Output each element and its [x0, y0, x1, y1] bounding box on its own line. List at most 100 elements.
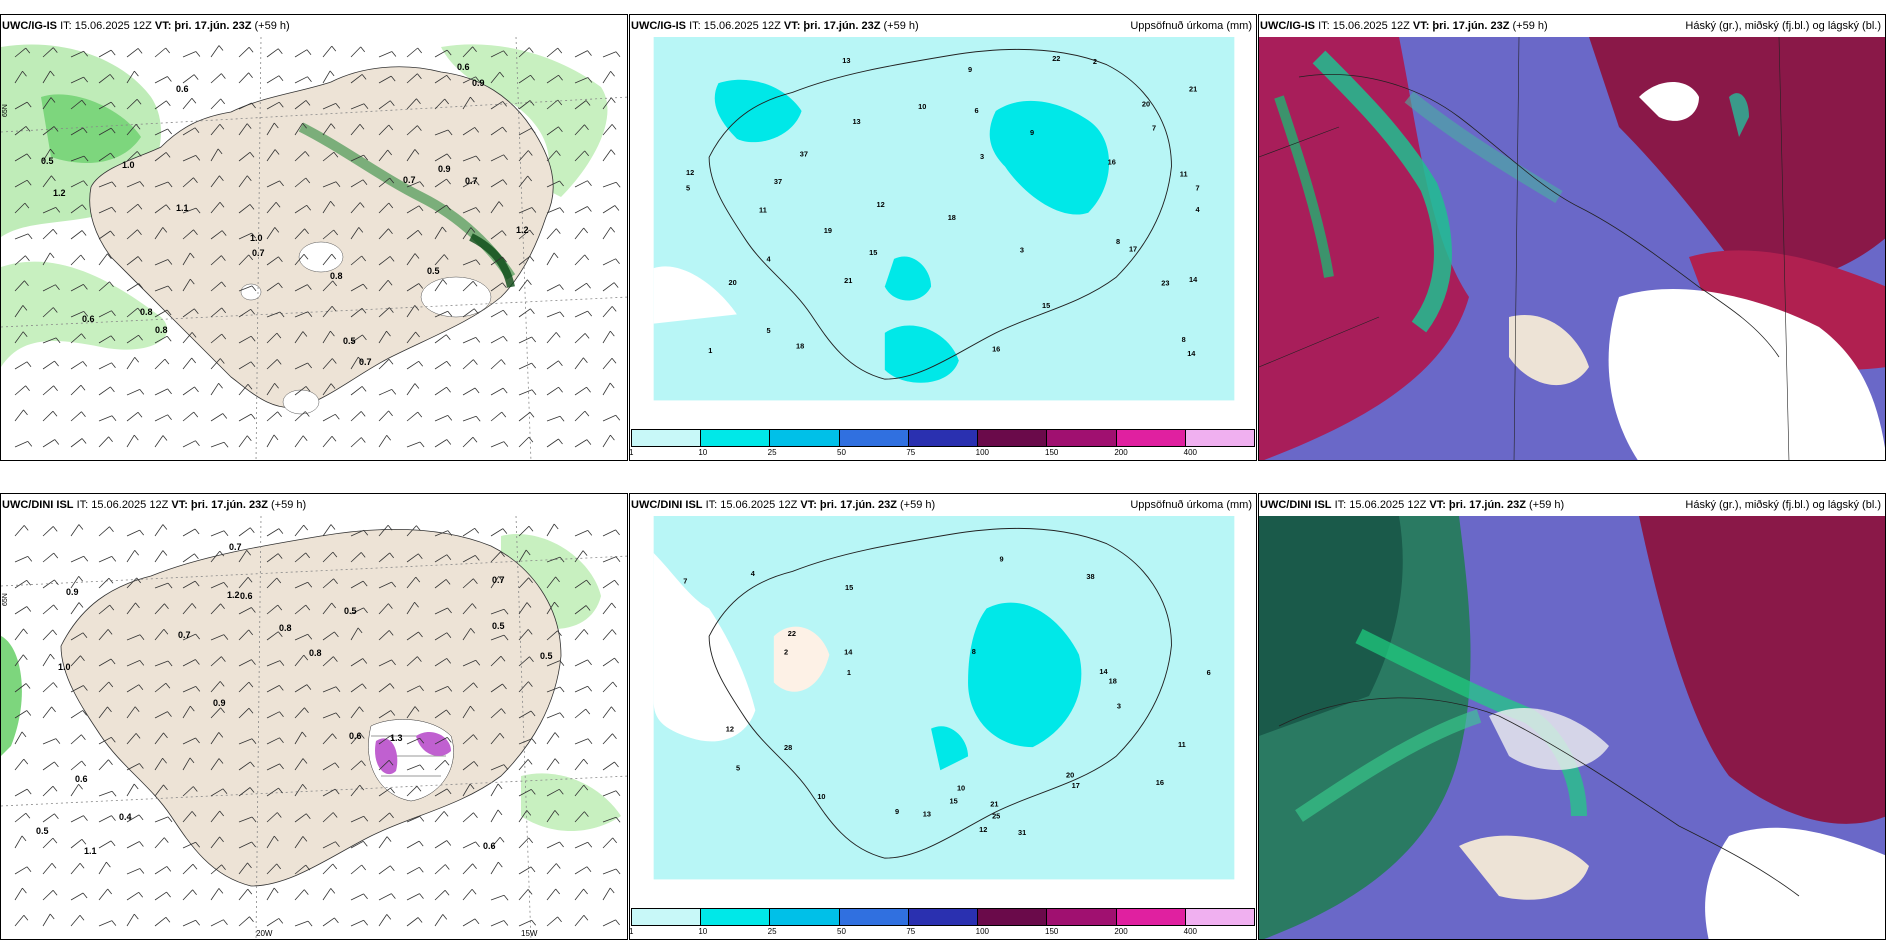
wind-barb: [574, 410, 586, 422]
wind-barb-flag: [611, 358, 617, 364]
wind-barb-flag: [615, 919, 620, 926]
wind-barb-flag: [307, 634, 313, 640]
wind-barb-flag: [51, 863, 57, 869]
wind-barb-flag: [221, 73, 226, 79]
wind-barb: [378, 389, 392, 396]
wind-barb: [294, 100, 307, 110]
wind-barb-flag: [475, 659, 481, 666]
wind-barb: [182, 528, 196, 537]
wind-barb-flag: [474, 179, 480, 186]
wind-barb: [574, 310, 588, 318]
wind-barb-flag: [583, 784, 589, 791]
wind-barb-flag: [110, 101, 116, 108]
wind-barb-flag: [249, 787, 255, 793]
wind-barb: [434, 334, 447, 344]
wind-barb: [434, 914, 444, 927]
wind-barb-flag: [50, 653, 55, 660]
wind-barb: [546, 386, 559, 396]
wind-barb-flag: [134, 70, 139, 77]
wind-barb: [518, 207, 533, 214]
wind-barb-flag: [53, 385, 58, 392]
wind-barb-flag: [583, 357, 588, 364]
wind-barb: [350, 658, 364, 667]
wind-barb: [42, 360, 55, 370]
map-value-label: 9: [999, 554, 1003, 563]
wind-barb: [462, 281, 474, 292]
wind-barb-flag: [109, 526, 114, 532]
wind-barb: [238, 738, 253, 745]
wind-barb: [434, 386, 447, 396]
lead-time: (+59 h): [254, 20, 290, 32]
valid-time-prefix: VT:: [1429, 499, 1446, 511]
wind-barb-flag: [473, 734, 478, 740]
wind-barb-flag: [223, 919, 228, 925]
wind-barb-flag: [55, 284, 60, 290]
wind-barb-flag: [251, 841, 257, 848]
wind-barb: [518, 389, 533, 396]
wind-barb: [154, 335, 168, 344]
wind-barb: [518, 549, 527, 563]
wind-barb-flag: [586, 439, 592, 445]
wind-barb-flag: [391, 659, 396, 666]
wind-barb-flag: [23, 409, 28, 416]
wind-barb: [378, 787, 391, 797]
wind-barb: [574, 866, 588, 875]
legend-swatch: [1047, 909, 1117, 925]
wind-barb: [378, 177, 391, 188]
wind-barb-flag: [221, 255, 226, 261]
wind-barb: [70, 76, 84, 84]
wind-barb-flag: [414, 253, 420, 259]
map-value-label: 18: [796, 342, 804, 351]
wind-barb-flag: [139, 634, 145, 640]
wind-barb-flag: [497, 861, 503, 868]
wind-barb-flag: [193, 308, 199, 315]
wind-barb-flag: [305, 813, 311, 819]
legend-swatch: [1185, 430, 1254, 446]
wind-barb: [378, 659, 392, 667]
panel-field-title: Háský (gr.), miðský (fj.bl.) og lágský (…: [1685, 20, 1881, 32]
wind-barb: [126, 913, 135, 927]
wind-barb: [266, 149, 276, 162]
panel-field-title: Uppsöfnuð úrkoma (mm): [1130, 20, 1252, 32]
wind-barb: [14, 654, 24, 667]
wind-barb-flag: [361, 683, 367, 690]
wind-barb-flag: [54, 439, 60, 445]
wind-barb: [42, 863, 53, 875]
wind-barb: [574, 333, 586, 344]
wind-barb: [602, 733, 613, 745]
wind-barb: [462, 308, 475, 318]
wind-barb-flag: [194, 386, 199, 393]
wind-barb-flag: [584, 333, 590, 339]
panel-wind-top: UWC/IG-IS IT: 15.06.2025 12Z VT: þri. 17…: [0, 14, 628, 461]
wind-barb-flag: [135, 124, 141, 130]
wind-barb-flag: [419, 893, 424, 899]
wind-barb-flag: [81, 839, 87, 845]
wind-barb-flag: [162, 757, 167, 764]
wind-barb: [602, 414, 616, 422]
wind-barb-flag: [165, 682, 171, 689]
wind-barb-flag: [555, 863, 561, 869]
wind-barb-flag: [247, 384, 253, 390]
map-value-label: 13: [842, 56, 850, 65]
wind-barb: [126, 151, 138, 162]
wind-barb: [378, 581, 392, 589]
wind-barb: [98, 415, 113, 422]
wind-barb: [602, 124, 613, 136]
wind-barb: [546, 788, 560, 797]
lead-time: (+59 h): [1512, 20, 1548, 32]
legend-label: 200: [1114, 448, 1128, 457]
wind-barb-flag: [558, 74, 563, 81]
wind-barb-flag: [471, 603, 477, 609]
wind-barb-flag: [163, 732, 168, 739]
wind-barb-flag: [362, 580, 368, 587]
wind-barb: [126, 256, 139, 266]
wind-barb: [322, 200, 331, 214]
map-value-label: 22: [788, 629, 796, 638]
wind-barb-flag: [414, 305, 420, 311]
wind-barb: [182, 411, 195, 422]
panel-cloud-bottom: UWC/DINI ISL IT: 15.06.2025 12Z VT: þri.…: [1258, 493, 1886, 940]
wind-barb: [518, 810, 528, 823]
wind-barb: [294, 813, 307, 823]
wind-barb-flag: [195, 155, 201, 161]
wind-barb-flag: [166, 335, 172, 342]
